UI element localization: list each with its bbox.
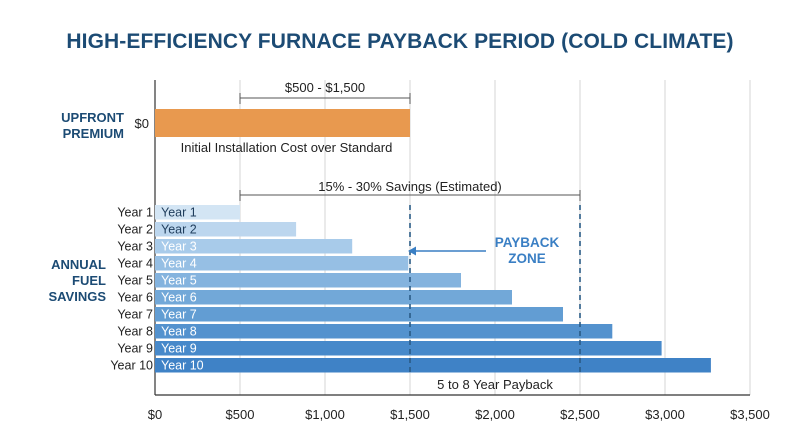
bar-inner-label-10: Year 10: [161, 359, 204, 373]
payback-zone-label-line2: ZONE: [508, 251, 546, 266]
savings-range-label: 15% - 30% Savings (Estimated): [318, 179, 502, 194]
annual-fuel-savings-label: ANNUAL FUEL SAVINGS: [30, 257, 106, 305]
year-row-label-6: Year 6: [117, 291, 153, 305]
savings-bar-year-5: [155, 273, 461, 288]
bar-inner-label-6: Year 6: [161, 291, 197, 305]
year-row-label-9: Year 9: [117, 342, 153, 356]
bar-inner-label-1: Year 1: [161, 206, 197, 220]
savings-bar-year-7: [155, 307, 563, 322]
bar-inner-label-4: Year 4: [161, 257, 197, 271]
year-row-label-2: Year 2: [117, 223, 153, 237]
x-tick-label-7: $3,500: [730, 407, 770, 422]
bar-inner-label-8: Year 8: [161, 325, 197, 339]
annual-label-line3: SAVINGS: [48, 289, 106, 304]
x-tick-label-5: $2,500: [560, 407, 600, 422]
savings-bars: Year 1 Year 1 Year 2 Year 2 Year 3 Year 3 Year…: [110, 205, 711, 373]
premium-row-label: $0: [135, 116, 149, 131]
bar-inner-label-5: Year 5: [161, 274, 197, 288]
year-row-label-10: Year 10: [110, 359, 153, 373]
x-axis: $0 $500 $1,000 $1,500 $2,000 $2,500 $3,000 $3,5…: [148, 80, 770, 422]
chart-title: HIGH-EFFICIENCY FURNACE PAYBACK PERIOD (…: [66, 30, 734, 53]
premium-bar-group: $500 - $1,500 $0 Initial Installation Cost…: [135, 80, 411, 155]
savings-bar-year-3: [155, 239, 353, 254]
upfront-label-line1: UPFRONT: [61, 110, 124, 125]
year-row-label-7: Year 7: [117, 308, 153, 322]
x-tick-label-6: $3,000: [645, 407, 685, 422]
x-tick-label-4: $2,000: [475, 407, 515, 422]
x-tick-label-2: $1,000: [305, 407, 345, 422]
premium-caption: Initial Installation Cost over Standard: [181, 140, 393, 155]
bar-inner-label-2: Year 2: [161, 223, 197, 237]
bar-inner-label-3: Year 3: [161, 240, 197, 254]
upfront-premium-label: UPFRONT PREMIUM: [40, 110, 124, 142]
savings-bar-year-1: [155, 205, 240, 220]
annotations: 15% - 30% Savings (Estimated) PAYBACKZONE…: [239, 179, 581, 392]
annual-label-line2: FUEL: [72, 273, 106, 288]
year-row-label-4: Year 4: [117, 257, 153, 271]
payback-caption: 5 to 8 Year Payback: [437, 377, 553, 392]
savings-bar-year-10: [155, 358, 711, 373]
x-tick-label-1: $500: [226, 407, 255, 422]
premium-bar: [155, 109, 410, 137]
x-tick-label-3: $1,500: [390, 407, 430, 422]
year-row-label-3: Year 3: [117, 240, 153, 254]
savings-bar-year-4: [155, 256, 409, 271]
savings-bar-year-2: [155, 222, 297, 237]
bar-inner-label-9: Year 9: [161, 342, 197, 356]
year-row-label-5: Year 5: [117, 274, 153, 288]
annual-label-line1: ANNUAL: [51, 257, 106, 272]
year-row-label-8: Year 8: [117, 325, 153, 339]
year-row-label-1: Year 1: [117, 206, 153, 220]
savings-bar-year-8: [155, 324, 613, 339]
savings-bar-year-9: [155, 341, 662, 356]
payback-arrow-head: [408, 246, 416, 256]
premium-range-label: $500 - $1,500: [285, 80, 365, 95]
x-tick-label-0: $0: [148, 407, 162, 422]
bar-inner-label-7: Year 7: [161, 308, 197, 322]
savings-bar-year-6: [155, 290, 512, 305]
payback-zone-label-line1: PAYBACK: [495, 235, 560, 250]
upfront-label-line2: PREMIUM: [62, 126, 124, 141]
